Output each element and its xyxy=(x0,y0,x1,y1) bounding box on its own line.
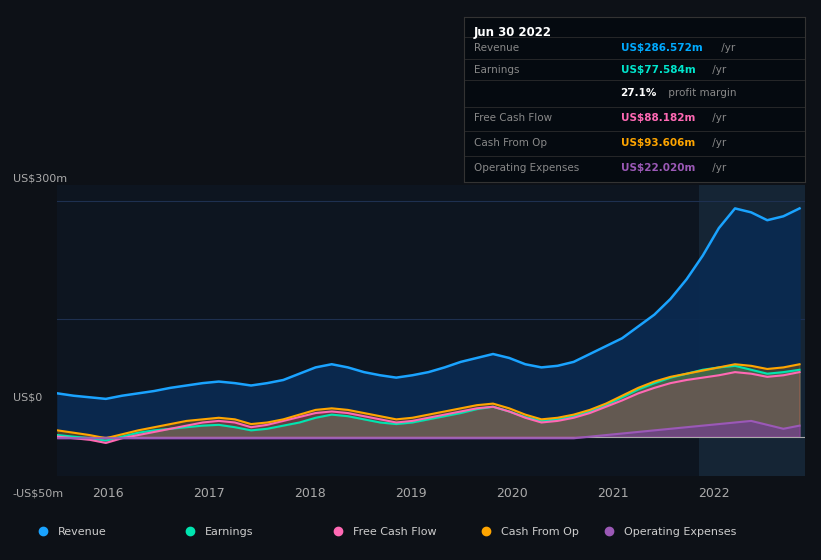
Text: US$286.572m: US$286.572m xyxy=(621,43,702,53)
Text: /yr: /yr xyxy=(709,138,727,148)
Text: Earnings: Earnings xyxy=(205,527,254,537)
Text: US$93.606m: US$93.606m xyxy=(621,138,695,148)
Text: US$88.182m: US$88.182m xyxy=(621,113,695,123)
Text: /yr: /yr xyxy=(709,64,727,74)
Text: Free Cash Flow: Free Cash Flow xyxy=(474,113,553,123)
Text: /yr: /yr xyxy=(718,43,736,53)
Text: Free Cash Flow: Free Cash Flow xyxy=(353,527,437,537)
Text: US$300m: US$300m xyxy=(12,173,67,183)
Text: Cash From Op: Cash From Op xyxy=(501,527,579,537)
Text: Jun 30 2022: Jun 30 2022 xyxy=(474,26,552,39)
Text: Operating Expenses: Operating Expenses xyxy=(624,527,736,537)
Text: profit margin: profit margin xyxy=(665,88,736,98)
Text: Operating Expenses: Operating Expenses xyxy=(474,163,580,173)
Text: Earnings: Earnings xyxy=(474,64,520,74)
Text: US$0: US$0 xyxy=(12,393,42,403)
Text: Cash From Op: Cash From Op xyxy=(474,138,547,148)
Text: /yr: /yr xyxy=(709,163,727,173)
Text: -US$50m: -US$50m xyxy=(12,488,64,498)
Text: US$77.584m: US$77.584m xyxy=(621,64,695,74)
Text: 27.1%: 27.1% xyxy=(621,88,657,98)
Text: /yr: /yr xyxy=(709,113,727,123)
Bar xyxy=(699,185,805,476)
Text: US$22.020m: US$22.020m xyxy=(621,163,695,173)
Text: Revenue: Revenue xyxy=(474,43,519,53)
Text: Revenue: Revenue xyxy=(57,527,106,537)
